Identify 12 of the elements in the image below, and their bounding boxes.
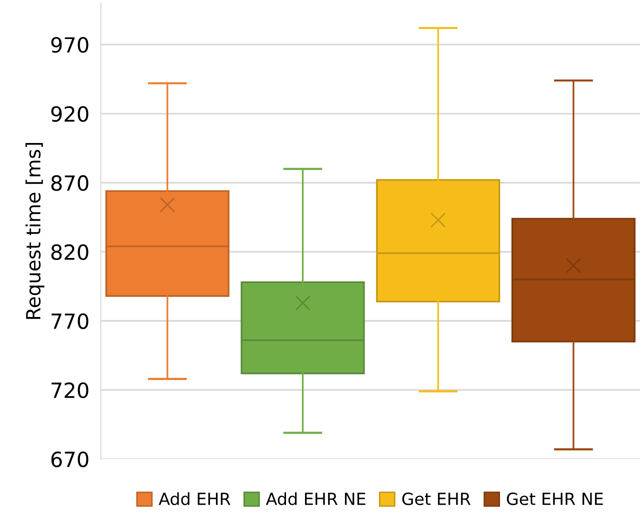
y-tick-label: 970 (51, 37, 88, 53)
y-tick-label: 920 (51, 106, 88, 122)
legend-label: Get EHR NE (506, 492, 603, 506)
legend-label: Get EHR (402, 492, 470, 506)
y-axis-title: Request time [ms] (26, 142, 44, 319)
y-tick-label: 870 (51, 175, 88, 191)
legend-label: Add EHR NE (266, 492, 366, 506)
y-tick-label: 820 (51, 244, 88, 260)
y-tick-label: 670 (51, 451, 88, 468)
y-tick-label: 770 (52, 313, 88, 330)
legend-label: Add EHR (158, 492, 230, 506)
y-tick-label: 720 (52, 382, 88, 398)
